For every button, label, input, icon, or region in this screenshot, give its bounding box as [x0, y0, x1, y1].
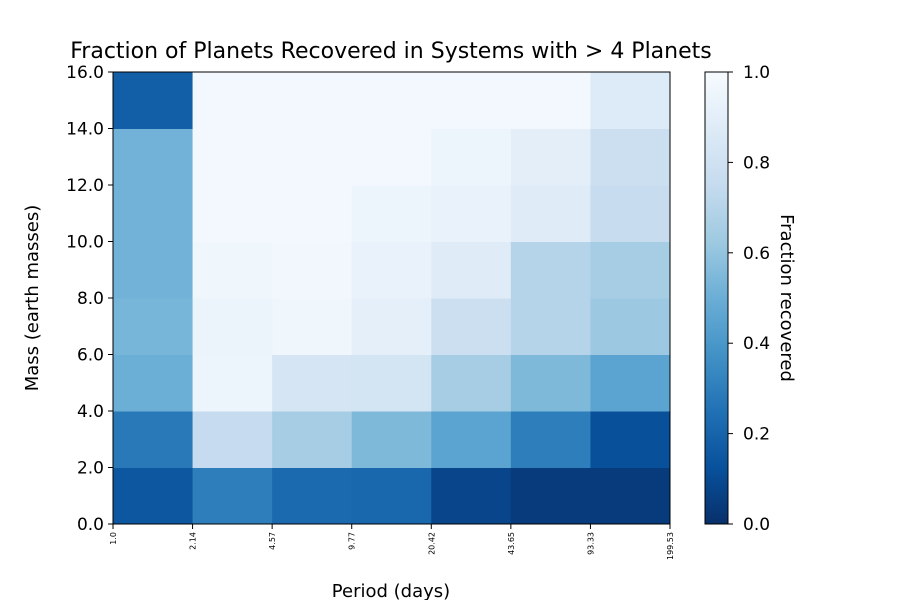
- heatmap-cell: [510, 411, 591, 468]
- heatmap-cell: [510, 185, 591, 242]
- heatmap-cell: [272, 72, 353, 129]
- heatmap-cell: [272, 354, 353, 412]
- colorbar-label: Fraction recovered: [776, 214, 797, 382]
- heatmap-cell: [113, 72, 194, 129]
- heatmap-cell: [113, 411, 194, 468]
- x-tick-label: 4.57: [268, 532, 277, 550]
- y-tick-label: 12.0: [66, 176, 104, 196]
- heatmap-cell: [510, 354, 591, 412]
- heatmap-cell: [192, 72, 273, 129]
- heatmap-cell: [272, 467, 353, 525]
- heatmap-cell: [590, 185, 671, 242]
- y-axis-label: Mass (earth masses): [22, 205, 43, 392]
- heatmap-cell: [590, 467, 671, 525]
- heatmap-cell: [272, 241, 353, 299]
- y-tick-label: 6.0: [77, 346, 104, 366]
- heatmap-cell: [590, 354, 671, 412]
- y-tick-label: 0.0: [77, 515, 104, 535]
- heatmap-cell: [272, 298, 353, 355]
- heatmap-cell: [192, 411, 273, 468]
- heatmap-cell: [113, 467, 194, 525]
- heatmap-cell: [590, 241, 671, 299]
- heatmap-cell: [431, 354, 512, 412]
- colorbar-tick-label: 0.2: [743, 425, 770, 445]
- heatmap-cell: [192, 241, 273, 299]
- heatmap-cell: [351, 467, 432, 525]
- heatmap-cell: [192, 467, 273, 525]
- colorbar-tick-label: 0.6: [743, 244, 770, 264]
- x-tick-label: 9.77: [348, 532, 357, 550]
- heatmap-cell: [510, 72, 591, 129]
- y-tick-label: 10.0: [66, 233, 104, 253]
- heatmap-cell: [113, 185, 194, 242]
- heatmap-cell: [351, 185, 432, 242]
- y-tick-label: 2.0: [77, 459, 104, 479]
- heatmap-cell: [431, 467, 512, 525]
- colorbar-tick-label: 0.4: [743, 334, 770, 354]
- x-tick-label: 93.33: [586, 532, 595, 555]
- y-tick-label: 16.0: [66, 63, 104, 83]
- y-axis-ticks: 0.0 2.0 4.0 6.0 8.0 10.0 12.0 14.0 16.0: [66, 63, 113, 535]
- y-tick-label: 8.0: [77, 289, 104, 309]
- heatmap-cell: [590, 298, 671, 355]
- heatmap-cell: [192, 298, 273, 355]
- heatmap-cell: [272, 185, 353, 242]
- heatmap-cell: [431, 411, 512, 468]
- heatmap-cell: [272, 128, 353, 186]
- heatmap-cell: [590, 72, 671, 129]
- heatmap-cell: [431, 72, 512, 129]
- y-tick-label: 14.0: [66, 120, 104, 140]
- heatmap-cell: [590, 128, 671, 186]
- heatmap-cell: [431, 298, 512, 355]
- chart-title: Fraction of Planets Recovered in Systems…: [70, 39, 711, 64]
- colorbar-tick-label: 1.0: [743, 63, 770, 83]
- x-tick-label: 2.14: [189, 532, 198, 550]
- heatmap-cell: [113, 241, 194, 299]
- heatmap-cell: [192, 185, 273, 242]
- x-axis-label: Period (days): [332, 581, 450, 600]
- heatmap-cell: [510, 128, 591, 186]
- x-tick-label: 199.53: [666, 532, 675, 560]
- heatmap-cell: [351, 72, 432, 129]
- colorbar: [704, 71, 729, 525]
- x-axis-ticks: 1.0 2.14 4.57 9.77 20.42 43.65 93.33 199.53: [109, 524, 675, 560]
- heatmap-cell: [431, 128, 512, 186]
- colorbar-tick-label: 0.0: [743, 515, 770, 535]
- x-tick-label: 20.42: [427, 532, 436, 555]
- heatmap-cell: [113, 298, 194, 355]
- heatmap-cell: [351, 128, 432, 186]
- heatmap-cell: [351, 298, 432, 355]
- x-tick-label: 1.0: [109, 532, 118, 545]
- heatmap-cell: [351, 241, 432, 299]
- heatmap-cell: [192, 354, 273, 412]
- heatmap-cell: [510, 241, 591, 299]
- colorbar-tick-label: 0.8: [743, 153, 770, 173]
- heatmap-cell: [351, 411, 432, 468]
- heatmap-cell: [510, 298, 591, 355]
- heatmap-cell: [351, 354, 432, 412]
- heatmap-cell: [590, 411, 671, 468]
- heatmap-cell: [192, 128, 273, 186]
- y-tick-label: 4.0: [77, 402, 104, 422]
- heatmap-cell: [431, 185, 512, 242]
- heatmap-cells: [113, 72, 671, 525]
- heatmap-cell: [113, 128, 194, 186]
- heatmap-cell: [431, 241, 512, 299]
- x-tick-label: 43.65: [507, 532, 516, 555]
- colorbar-ticks: 0.0 0.2 0.4 0.6 0.8 1.0: [728, 63, 770, 535]
- heatmap-cell: [113, 354, 194, 412]
- heatmap-cell: [510, 467, 591, 525]
- heatmap-cell: [272, 411, 353, 468]
